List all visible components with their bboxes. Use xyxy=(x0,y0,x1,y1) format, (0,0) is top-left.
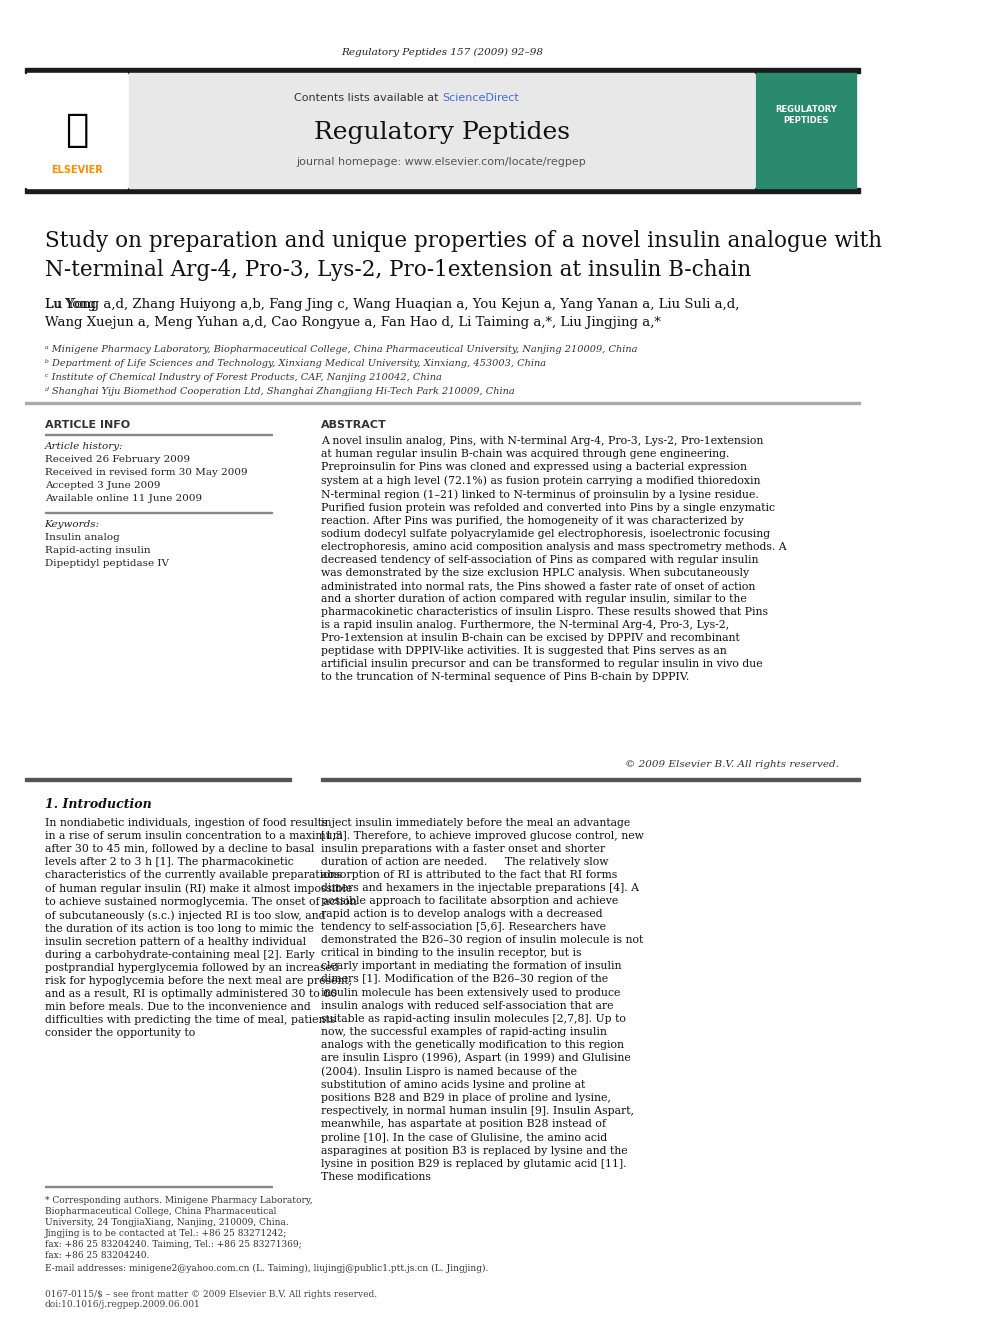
Bar xyxy=(757,73,856,188)
Text: ᵈ Shanghai Yiju Biomethod Cooperation Ltd, Shanghai Zhangjiang Hi-Tech Park 2100: ᵈ Shanghai Yiju Biomethod Cooperation Lt… xyxy=(45,388,515,396)
Bar xyxy=(25,188,860,193)
Text: University, 24 TongjiaXiang, Nanjing, 210009, China.: University, 24 TongjiaXiang, Nanjing, 21… xyxy=(45,1218,289,1226)
Text: Keywords:: Keywords: xyxy=(45,520,100,529)
Text: fax: +86 25 83204240.: fax: +86 25 83204240. xyxy=(45,1252,149,1259)
Text: Available online 11 June 2009: Available online 11 June 2009 xyxy=(45,493,201,503)
Text: Regulatory Peptides 157 (2009) 92–98: Regulatory Peptides 157 (2009) 92–98 xyxy=(341,48,544,57)
Text: Jingjing is to be contacted at Tel.: +86 25 83271242;: Jingjing is to be contacted at Tel.: +86… xyxy=(45,1229,287,1238)
Text: Lu Yong: Lu Yong xyxy=(45,298,99,311)
Text: ᵃ Minigene Pharmacy Laboratory, Biopharmaceutical College, China Pharmaceutical : ᵃ Minigene Pharmacy Laboratory, Biopharm… xyxy=(45,345,637,355)
Text: Rapid-acting insulin: Rapid-acting insulin xyxy=(45,546,150,556)
Text: * Corresponding authors. Minigene Pharmacy Laboratory,: * Corresponding authors. Minigene Pharma… xyxy=(45,1196,312,1205)
Text: Received 26 February 2009: Received 26 February 2009 xyxy=(45,455,189,464)
Text: Biopharmaceutical College, China Pharmaceutical: Biopharmaceutical College, China Pharmac… xyxy=(45,1207,276,1216)
Text: In nondiabetic individuals, ingestion of food results
in a rise of serum insulin: In nondiabetic individuals, ingestion of… xyxy=(45,818,356,1039)
Text: Article history:: Article history: xyxy=(45,442,123,451)
Text: E-mail addresses: minigene2@yahoo.com.cn (L. Taiming), liujingj@public1.ptt.js.c: E-mail addresses: minigene2@yahoo.com.cn… xyxy=(45,1263,488,1273)
Text: Lu Yong a,d, Zhang Huiyong a,b, Fang Jing c, Wang Huaqian a, You Kejun a, Yang Y: Lu Yong a,d, Zhang Huiyong a,b, Fang Jin… xyxy=(45,298,739,311)
Text: inject insulin immediately before the meal an advantage
[1,3]. Therefore, to ach: inject insulin immediately before the me… xyxy=(321,818,644,1181)
Text: ᵇ Department of Life Sciences and Technology, Xinxiang Medical University, Xinxi: ᵇ Department of Life Sciences and Techno… xyxy=(45,359,546,368)
Text: ᶜ Institute of Chemical Industry of Forest Products, CAF, Nanjing 210042, China: ᶜ Institute of Chemical Industry of Fore… xyxy=(45,373,441,382)
Text: REGULATORY
PEPTIDES: REGULATORY PEPTIDES xyxy=(776,106,837,124)
Text: Dipeptidyl peptidase IV: Dipeptidyl peptidase IV xyxy=(45,560,169,568)
Text: ELSEVIER: ELSEVIER xyxy=(51,165,102,175)
Text: fax: +86 25 83204240. Taiming, Tel.: +86 25 83271369;: fax: +86 25 83204240. Taiming, Tel.: +86… xyxy=(45,1240,302,1249)
Text: 0167-0115/$ – see front matter © 2009 Elsevier B.V. All rights reserved.
doi:10.: 0167-0115/$ – see front matter © 2009 El… xyxy=(45,1290,377,1310)
Text: Regulatory Peptides: Regulatory Peptides xyxy=(313,122,569,144)
Bar xyxy=(321,778,860,781)
Text: Contents lists available at: Contents lists available at xyxy=(294,93,441,103)
Text: © 2009 Elsevier B.V. All rights reserved.: © 2009 Elsevier B.V. All rights reserved… xyxy=(625,759,838,769)
Text: A novel insulin analog, Pins, with N-terminal Arg-4, Pro-3, Lys-2, Pro-1extensio: A novel insulin analog, Pins, with N-ter… xyxy=(321,437,787,683)
Text: 1. Introduction: 1. Introduction xyxy=(45,798,152,811)
Bar xyxy=(25,402,860,404)
Bar xyxy=(129,73,754,188)
Text: Study on preparation and unique properties of a novel insulin analogue with
N-te: Study on preparation and unique properti… xyxy=(45,230,882,280)
Bar xyxy=(25,778,291,781)
Text: Wang Xuejun a, Meng Yuhan a,d, Cao Rongyue a, Fan Hao d, Li Taiming a,*, Liu Jin: Wang Xuejun a, Meng Yuhan a,d, Cao Rongy… xyxy=(45,316,661,329)
Text: Accepted 3 June 2009: Accepted 3 June 2009 xyxy=(45,482,160,490)
Text: ABSTRACT: ABSTRACT xyxy=(321,419,387,430)
Text: ARTICLE INFO: ARTICLE INFO xyxy=(45,419,130,430)
Text: 🌳: 🌳 xyxy=(65,111,88,149)
Text: Insulin analog: Insulin analog xyxy=(45,533,119,542)
Text: journal homepage: www.elsevier.com/locate/regpep: journal homepage: www.elsevier.com/locat… xyxy=(297,157,586,167)
Text: Received in revised form 30 May 2009: Received in revised form 30 May 2009 xyxy=(45,468,247,478)
Bar xyxy=(27,73,127,188)
Bar xyxy=(25,67,860,73)
Text: ScienceDirect: ScienceDirect xyxy=(442,93,519,103)
